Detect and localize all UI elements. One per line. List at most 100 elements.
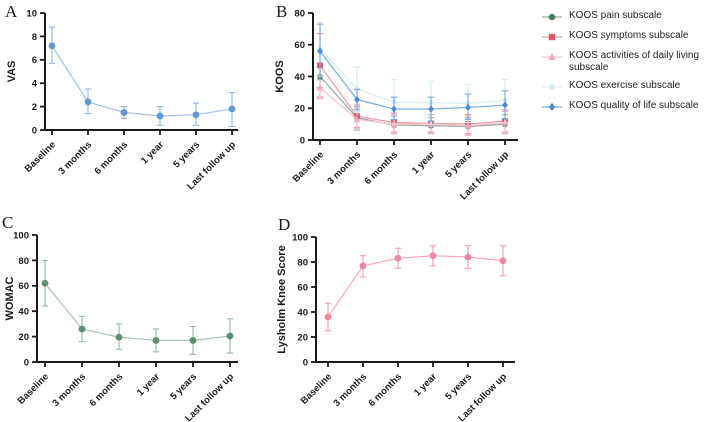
data-point (78, 325, 86, 333)
ticks (32, 234, 231, 367)
legend-item: KOOS symptoms subscale (541, 30, 709, 43)
data-point (316, 84, 324, 91)
error-bars (324, 245, 507, 332)
y-tick-label: 10 (26, 8, 37, 19)
panel-b: 0 20 40 60 80 Baseline 3 months 6 months 1 year 5… (270, 0, 532, 212)
y-tick-label: 80 (294, 8, 305, 19)
x-tick-label: 6 months (362, 149, 400, 187)
data-point (156, 112, 164, 120)
legend-marker (548, 53, 556, 60)
legend-label: KOOS quality of life subscale (569, 100, 699, 111)
x-tick-label: Baseline (299, 371, 334, 406)
x-tick-label: Baseline (291, 149, 326, 184)
error-bars (48, 26, 236, 128)
legend-label: KOOS activities of daily living subscale (569, 50, 700, 73)
diamond-marker-icon (542, 103, 562, 111)
data-point (115, 333, 123, 341)
x-tick-label: Baseline (23, 139, 58, 174)
series-line (319, 87, 506, 127)
series-line (319, 48, 506, 105)
data-point (48, 42, 56, 50)
data-point (359, 262, 367, 270)
x-tick-label: 6 months (366, 371, 404, 409)
data-point (189, 337, 197, 344)
series-line (51, 45, 233, 117)
data-point (391, 105, 397, 113)
axes (44, 13, 238, 131)
legend-label: KOOS pain subscale (569, 10, 662, 21)
panel-a: 0 2 4 6 8 10 Baseline 3 months 6 months 1 year 5 y… (0, 0, 262, 210)
x-tick-label: 1 year (412, 371, 439, 398)
series-vas (48, 26, 236, 128)
series-womac (41, 259, 234, 355)
y-tick-label: 0 (32, 125, 37, 136)
data-point (464, 122, 472, 129)
series-line (44, 282, 231, 342)
ticks (311, 236, 504, 367)
diamond-marker-icon (542, 83, 562, 91)
legend-item: KOOS quality of life subscale (541, 100, 709, 113)
y-tick-label: 40 (297, 307, 308, 318)
data-point (502, 101, 508, 109)
data-point (192, 111, 200, 119)
y-tick-label: 20 (297, 332, 308, 343)
x-tick-label: 5 years (443, 149, 474, 180)
y-tick-label: 0 (303, 357, 308, 368)
legend-item: KOOS activities of daily living subscale (541, 50, 709, 73)
y-tick-label: 40 (294, 72, 305, 83)
x-tick-label: 5 years (171, 139, 202, 170)
y-axis-label: VAS (6, 61, 18, 83)
y-tick-label: 20 (18, 332, 29, 343)
axes (36, 235, 238, 363)
y-tick-label: 20 (294, 104, 305, 115)
data-point (84, 98, 92, 106)
koos-chart: 0 20 40 60 80 Baseline 3 months 6 months 1 year 5… (274, 8, 518, 202)
tick-labels: 0 20 40 60 80 Baseline 3 months 6 months 1 year 5… (291, 8, 512, 202)
x-tick-label: Baseline (16, 371, 51, 406)
data-point (429, 252, 437, 260)
legend-marker (548, 103, 556, 111)
legend-label: KOOS symptoms subscale (569, 30, 689, 41)
y-axis-label: WOMAC (4, 276, 16, 320)
legend-marker (548, 13, 556, 21)
x-tick-label: 1 year (139, 139, 166, 166)
data-point (226, 332, 234, 340)
y-tick-label: 40 (18, 307, 29, 318)
x-tick-label: 5 years (168, 371, 199, 402)
series-line (319, 65, 506, 125)
y-tick-label: 60 (18, 281, 29, 292)
data-point (228, 105, 236, 113)
panel-letter-d: D (278, 215, 291, 234)
x-tick-label: 6 months (92, 139, 130, 177)
square-marker-icon (542, 33, 562, 41)
x-tick-label: 3 months (331, 371, 369, 409)
x-tick-label: 6 months (87, 371, 125, 409)
legend-label: KOOS exercise subscale (569, 80, 681, 91)
data-point (324, 313, 332, 321)
series-koos-quality-of-life-subscale (316, 23, 509, 122)
x-tick-label: 3 months (50, 371, 88, 409)
y-tick-label: 4 (32, 79, 38, 90)
data-point (394, 254, 402, 262)
y-tick-label: 100 (13, 230, 29, 241)
series-lysholm-knee-score (324, 245, 507, 332)
y-tick-label: 0 (24, 357, 29, 368)
x-tick-label: 3 months (56, 139, 94, 177)
circle-marker-icon (542, 13, 562, 21)
error-bars (41, 259, 234, 355)
y-tick-label: 80 (297, 257, 308, 268)
ticks (308, 12, 506, 145)
x-tick-label: 3 months (325, 149, 363, 187)
data-point (428, 105, 434, 113)
x-tick-label: 1 year (410, 149, 437, 176)
y-tick-label: 2 (32, 102, 37, 113)
data-point (465, 103, 471, 112)
x-tick-label: 1 year (135, 371, 162, 398)
panel-letter-a: A (5, 2, 18, 21)
panel-c: 0 20 40 60 80 100 Baseline 3 months 6 months 1 ye… (0, 212, 262, 422)
y-tick-label: 6 (32, 55, 37, 66)
